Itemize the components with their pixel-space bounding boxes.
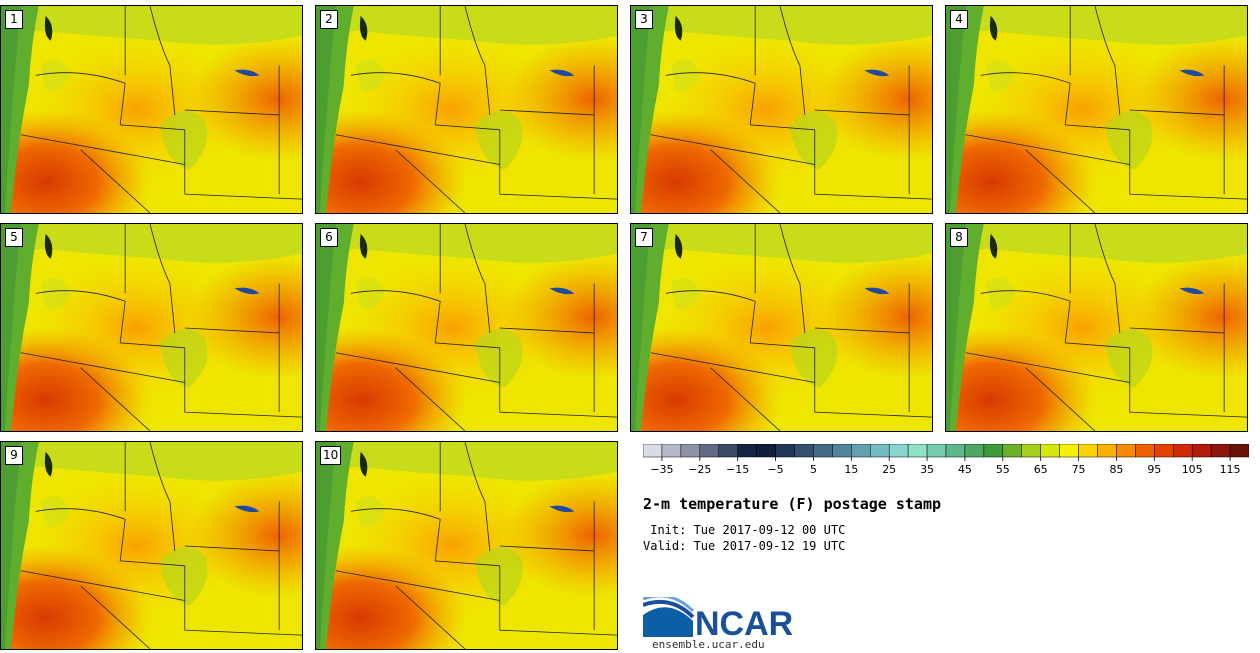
colorbar-tick-label: 5 <box>810 463 817 476</box>
map-panel-4: 4 <box>945 5 1248 214</box>
colorbar-swatch <box>661 444 682 458</box>
colorbar-tick-label: 15 <box>844 463 858 476</box>
temperature-map <box>1 224 302 431</box>
map-panel-7: 7 <box>630 223 933 432</box>
map-panel-10: 10 <box>315 441 618 650</box>
colorbar-swatch <box>851 444 871 458</box>
colorbar-swatch <box>813 444 833 458</box>
colorbar-swatch <box>1059 444 1079 458</box>
temperature-map <box>631 6 932 213</box>
panel-label: 5 <box>5 228 23 247</box>
panel-label: 8 <box>950 228 968 247</box>
colorbar-tick-label: 105 <box>1182 463 1203 476</box>
temperature-map <box>631 224 932 431</box>
map-panel-9: 9 <box>0 441 303 650</box>
temperature-map <box>316 442 617 649</box>
colorbar-swatch <box>983 444 1004 458</box>
ncar-logo: NCAR <box>643 597 793 639</box>
colorbar-tick-label: 45 <box>958 463 972 476</box>
map-panel-8: 8 <box>945 223 1248 432</box>
colorbar-swatch <box>945 444 966 458</box>
panel-label: 4 <box>950 10 968 29</box>
temperature-map <box>946 6 1247 213</box>
colorbar-swatch <box>1021 444 1041 458</box>
panel-label: 10 <box>320 446 342 465</box>
colorbar-swatch <box>737 444 757 458</box>
colorbar-tick-label: 75 <box>1072 463 1086 476</box>
panel-label: 3 <box>635 10 653 29</box>
colorbar-tick-label: 85 <box>1109 463 1123 476</box>
map-panel-2: 2 <box>315 5 618 214</box>
colorbar-swatch <box>926 444 947 458</box>
colorbar-swatch <box>1191 444 1212 458</box>
map-panel-6: 6 <box>315 223 618 432</box>
colorbar-swatch <box>1002 444 1022 458</box>
colorbar-tick-label: −35 <box>650 463 673 476</box>
colorbar-swatch <box>775 444 795 458</box>
colorbar-swatch <box>1173 444 1193 458</box>
temperature-map <box>1 6 302 213</box>
colorbar-swatch <box>1135 444 1155 458</box>
colorbar-swatch <box>680 444 701 458</box>
colorbar-swatch <box>1116 444 1136 458</box>
colorbar-swatch <box>1078 444 1098 458</box>
colorbar-swatch <box>1097 444 1117 458</box>
colorbar-tick-label: −25 <box>688 463 711 476</box>
temperature-map <box>316 6 617 213</box>
colorbar-tick-label: 35 <box>920 463 934 476</box>
panel-label: 1 <box>5 10 23 29</box>
colorbar-swatch <box>907 444 928 458</box>
colorbar-swatch <box>794 444 814 458</box>
colorbar-swatch <box>718 444 738 458</box>
colorbar-swatch <box>756 444 776 458</box>
temperature-map <box>946 224 1247 431</box>
map-title: 2-m temperature (F) postage stamp <box>643 495 942 513</box>
panel-label: 2 <box>320 10 338 29</box>
logo-url: ensemble.ucar.edu <box>652 638 765 651</box>
colorbar-swatch <box>1154 444 1174 458</box>
colorbar-swatch <box>1040 444 1060 458</box>
colorbar-swatch <box>643 444 663 458</box>
temperature-colorbar: −35 −25 −15 −5 5 15 25 35 45 55 65 75 85 95 105 115 <box>643 444 1249 476</box>
colorbar-swatch <box>870 444 890 458</box>
colorbar-tick-label: 65 <box>1034 463 1048 476</box>
temperature-map <box>316 224 617 431</box>
panel-label: 6 <box>320 228 338 247</box>
colorbar-tick-label: 115 <box>1220 463 1241 476</box>
panel-label: 7 <box>635 228 653 247</box>
colorbar-swatch <box>832 444 852 458</box>
logo-text: NCAR <box>695 605 793 639</box>
colorbar-tick-label: 95 <box>1147 463 1161 476</box>
colorbar-swatch <box>699 444 719 458</box>
colorbar-tick-label: −15 <box>726 463 749 476</box>
map-panel-5: 5 <box>0 223 303 432</box>
colorbar-swatch <box>888 444 909 458</box>
colorbar-swatch <box>1210 444 1231 458</box>
colorbar-tick-label: −5 <box>767 463 783 476</box>
panel-label: 9 <box>5 446 23 465</box>
colorbar-tick-label: 55 <box>996 463 1010 476</box>
temperature-map <box>1 442 302 649</box>
colorbar-swatch <box>1229 444 1249 458</box>
init-time: Init: Tue 2017-09-12 00 UTC <box>643 523 846 537</box>
valid-time: Valid: Tue 2017-09-12 19 UTC <box>643 539 846 553</box>
map-panel-1: 1 <box>0 5 303 214</box>
colorbar-tick-label: 25 <box>882 463 896 476</box>
map-panel-3: 3 <box>630 5 933 214</box>
colorbar-swatch <box>964 444 985 458</box>
